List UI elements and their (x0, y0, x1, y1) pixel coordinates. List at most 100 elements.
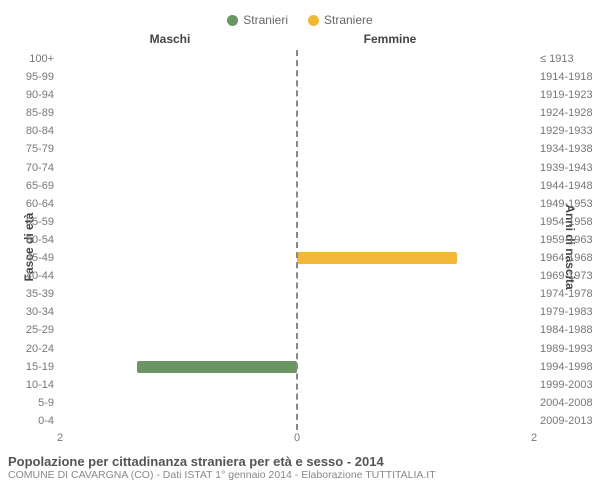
x-tick: 0 (294, 432, 300, 444)
bar-row (60, 285, 297, 303)
section-titles: Maschi Femmine (0, 32, 600, 50)
bar-row (297, 195, 534, 213)
y-tick-right: 1959-1963 (540, 231, 600, 249)
legend-dot-male (227, 15, 238, 26)
bar-row (60, 177, 297, 195)
center-line (296, 50, 298, 430)
bar-row (297, 412, 534, 430)
bar-row (60, 358, 297, 376)
y-tick-right: 1989-1993 (540, 340, 600, 358)
y-tick-left: 45-49 (0, 249, 54, 267)
bar-row (60, 104, 297, 122)
legend-label-male: Stranieri (243, 13, 288, 27)
y-tick-right: 1924-1928 (540, 104, 600, 122)
legend-dot-female (308, 15, 319, 26)
y-tick-left: 35-39 (0, 285, 54, 303)
bar-row (297, 249, 534, 267)
y-tick-right: 1919-1923 (540, 86, 600, 104)
bar-row (297, 104, 534, 122)
chart-subtitle: COMUNE DI CAVARGNA (CO) - Dati ISTAT 1° … (8, 469, 592, 481)
bar-row (60, 195, 297, 213)
y-tick-right: 1964-1968 (540, 249, 600, 267)
legend: Stranieri Straniere (0, 0, 600, 32)
y-tick-right: 2004-2008 (540, 394, 600, 412)
legend-label-female: Straniere (324, 13, 373, 27)
y-tick-left: 95-99 (0, 68, 54, 86)
bar-row (60, 159, 297, 177)
y-tick-left: 50-54 (0, 231, 54, 249)
y-tick-left: 15-19 (0, 358, 54, 376)
y-tick-right: 1944-1948 (540, 177, 600, 195)
y-tick-right: 1984-1988 (540, 321, 600, 339)
legend-item-male: Stranieri (227, 13, 288, 27)
x-axis: 2 0 2 (60, 432, 534, 448)
bar-row (60, 412, 297, 430)
bar-row (60, 394, 297, 412)
bar-row (60, 249, 297, 267)
bar-row (297, 122, 534, 140)
bar-row (297, 159, 534, 177)
section-title-female: Femmine (280, 32, 500, 50)
y-tick-right: 1934-1938 (540, 140, 600, 158)
y-tick-left: 85-89 (0, 104, 54, 122)
x-tick: 2 (531, 432, 537, 444)
y-tick-left: 90-94 (0, 86, 54, 104)
y-tick-left: 0-4 (0, 412, 54, 430)
y-tick-right: 1969-1973 (540, 267, 600, 285)
bar-row (60, 321, 297, 339)
chart-caption: Popolazione per cittadinanza straniera p… (8, 454, 592, 481)
bar-row (297, 140, 534, 158)
chart-title: Popolazione per cittadinanza straniera p… (8, 454, 592, 469)
bar-row (297, 177, 534, 195)
bar-row (297, 285, 534, 303)
bar-row (60, 303, 297, 321)
bar-row (297, 303, 534, 321)
bar-row (297, 213, 534, 231)
y-tick-left: 55-59 (0, 213, 54, 231)
bar-row (297, 339, 534, 357)
bar-row (60, 50, 297, 68)
y-tick-right: 2009-2013 (540, 412, 600, 430)
bar-row (60, 140, 297, 158)
y-tick-right: 1929-1933 (540, 122, 600, 140)
legend-item-female: Straniere (308, 13, 373, 27)
chart-half-male (60, 50, 297, 430)
y-tick-left: 10-14 (0, 376, 54, 394)
bar-female (297, 252, 457, 264)
bar-row (60, 68, 297, 86)
plot-area: Fasce di età Anni di nascita 100+95-9990… (0, 50, 600, 450)
y-tick-right: ≤ 1913 (540, 50, 600, 68)
bar-male (137, 361, 297, 373)
bar-row (297, 358, 534, 376)
y-tick-right: 1954-1958 (540, 213, 600, 231)
y-tick-left: 20-24 (0, 340, 54, 358)
y-tick-left: 65-69 (0, 177, 54, 195)
y-tick-left: 80-84 (0, 122, 54, 140)
bar-row (297, 321, 534, 339)
bar-row (60, 376, 297, 394)
bar-row (297, 50, 534, 68)
y-tick-right: 1974-1978 (540, 285, 600, 303)
y-tick-left: 100+ (0, 50, 54, 68)
bar-row (297, 394, 534, 412)
y-tick-left: 75-79 (0, 140, 54, 158)
bar-row (60, 339, 297, 357)
y-tick-left: 25-29 (0, 321, 54, 339)
y-tick-left: 40-44 (0, 267, 54, 285)
y-tick-left: 30-34 (0, 303, 54, 321)
bar-row (297, 86, 534, 104)
y-tick-left: 70-74 (0, 159, 54, 177)
y-tick-right: 1949-1953 (540, 195, 600, 213)
bar-row (297, 376, 534, 394)
chart-half-female (297, 50, 534, 430)
bar-row (297, 68, 534, 86)
population-pyramid (60, 50, 534, 430)
y-tick-left: 5-9 (0, 394, 54, 412)
section-title-male: Maschi (60, 32, 280, 50)
y-tick-right: 1914-1918 (540, 68, 600, 86)
x-tick: 2 (57, 432, 63, 444)
y-tick-right: 1999-2003 (540, 376, 600, 394)
bar-row (60, 86, 297, 104)
y-axis-right-labels: ≤ 19131914-19181919-19231924-19281929-19… (540, 50, 600, 430)
y-tick-right: 1939-1943 (540, 159, 600, 177)
